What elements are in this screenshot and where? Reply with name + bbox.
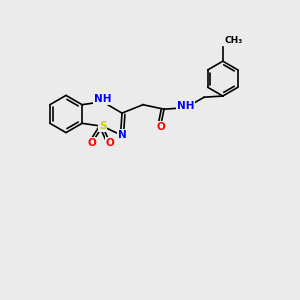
Text: NH: NH bbox=[94, 94, 111, 104]
Text: O: O bbox=[156, 122, 165, 132]
Text: CH₃: CH₃ bbox=[224, 36, 243, 45]
Text: O: O bbox=[106, 138, 114, 148]
Text: N: N bbox=[118, 130, 126, 140]
Text: O: O bbox=[88, 138, 96, 148]
Text: S: S bbox=[99, 121, 106, 131]
Text: NH: NH bbox=[177, 101, 194, 111]
